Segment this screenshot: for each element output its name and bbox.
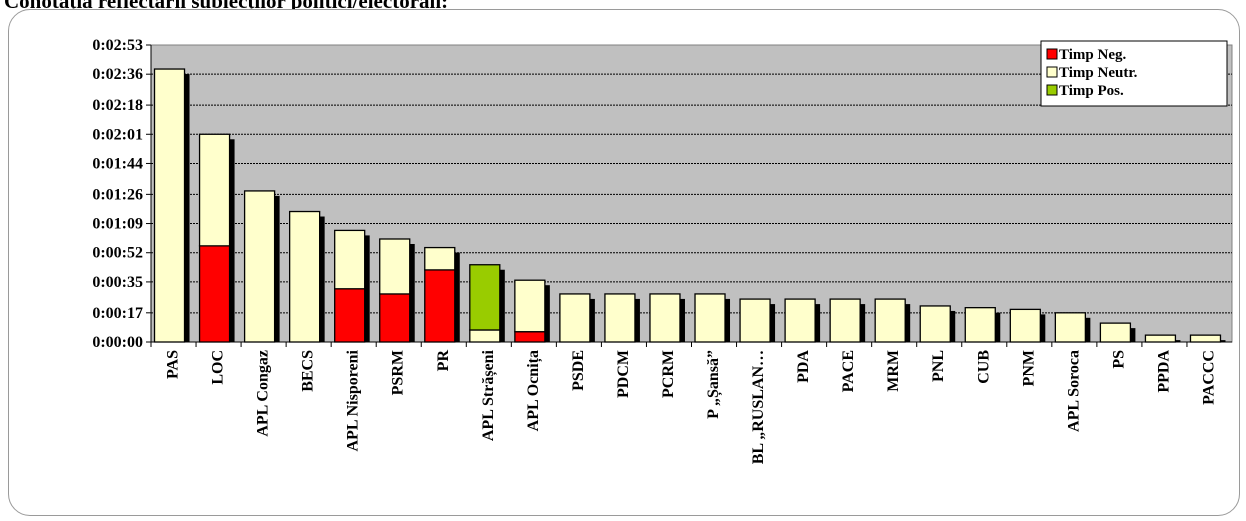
y-tick-label: 0:02:18	[92, 97, 143, 114]
bar-neg	[198, 245, 231, 343]
category-label: APL Soroca	[1065, 350, 1082, 432]
category-label: PDCM	[615, 350, 632, 398]
y-tick-label: 0:01:09	[92, 216, 143, 233]
legend-label: Timp Pos.	[1059, 83, 1124, 99]
legend-swatch	[1046, 48, 1058, 60]
bar-neutr	[379, 238, 411, 295]
bar-neg	[334, 288, 366, 343]
category-label: PPDA	[1155, 350, 1172, 393]
category-label: APL Nisporeni	[345, 349, 362, 451]
legend-label: Timp Neutr.	[1059, 65, 1138, 81]
bar-neg	[424, 269, 456, 343]
y-tick-label: 0:00:35	[92, 274, 143, 291]
category-label: PS	[1110, 350, 1127, 369]
category-label: PSDE	[570, 350, 587, 391]
bar-neutr	[739, 298, 771, 343]
bar-neutr	[424, 246, 456, 271]
category-label: PNL	[930, 350, 947, 382]
y-tick-label: 0:02:01	[92, 126, 143, 143]
category-label: P „Șansă”	[705, 350, 723, 419]
category-label: BECS	[300, 350, 317, 392]
y-tick-label: 0:02:36	[92, 66, 143, 83]
legend-swatch	[1046, 84, 1058, 96]
bar-neutr	[919, 305, 951, 343]
bar-pos	[469, 264, 501, 331]
category-label: PNM	[1020, 350, 1037, 386]
bar-neg	[514, 331, 546, 343]
y-tick-label: 0:00:00	[92, 334, 143, 351]
bar-neutr	[1054, 312, 1087, 343]
category-label: PR	[435, 350, 452, 372]
category-label: PSRM	[390, 350, 407, 395]
bar-neutr	[1099, 322, 1132, 343]
y-tick-label: 0:01:44	[92, 155, 143, 172]
bar-neutr	[649, 293, 681, 343]
bar-neutr	[964, 307, 996, 343]
category-label: PAS	[165, 350, 182, 379]
category-label: MRM	[885, 350, 902, 392]
category-label: APL Congaz	[255, 350, 272, 437]
bar-neutr	[1144, 334, 1177, 343]
bar-neutr	[514, 279, 546, 333]
category-label: PDA	[795, 350, 812, 383]
bar-neutr	[334, 229, 366, 290]
category-label: LOC	[210, 350, 227, 385]
bar-neutr	[243, 190, 276, 343]
legend-box	[1040, 40, 1228, 107]
category-label: CUB	[975, 350, 992, 384]
legend-swatch	[1046, 66, 1058, 78]
bar-neutr	[1009, 308, 1041, 343]
category-label: APL Ocnița	[525, 350, 543, 431]
y-tick-label: 0:00:52	[92, 245, 143, 262]
category-label: BL „RUSLAN…	[750, 350, 767, 464]
bar-neutr	[198, 133, 231, 247]
y-tick-label: 0:02:53	[92, 37, 143, 54]
bar-neutr	[874, 298, 906, 343]
bar-neutr	[784, 298, 816, 343]
category-label: PCRM	[660, 350, 677, 398]
bar-neutr	[153, 68, 186, 343]
bar-neutr	[1189, 334, 1222, 343]
bar-neutr	[604, 293, 636, 343]
bar-neutr	[694, 293, 726, 343]
bar-neg	[379, 293, 411, 343]
y-tick-label: 0:01:26	[92, 186, 143, 203]
bar-neutr	[559, 293, 591, 343]
category-label: APL Strășeni	[480, 349, 498, 441]
category-label: PACE	[840, 350, 857, 392]
legend-label: Timp Neg.	[1059, 47, 1126, 63]
bar-neutr	[288, 210, 321, 343]
y-tick-label: 0:00:17	[92, 305, 143, 322]
category-label: PACCC	[1200, 350, 1217, 405]
bar-neutr	[469, 329, 501, 343]
bar-neutr	[829, 298, 861, 343]
